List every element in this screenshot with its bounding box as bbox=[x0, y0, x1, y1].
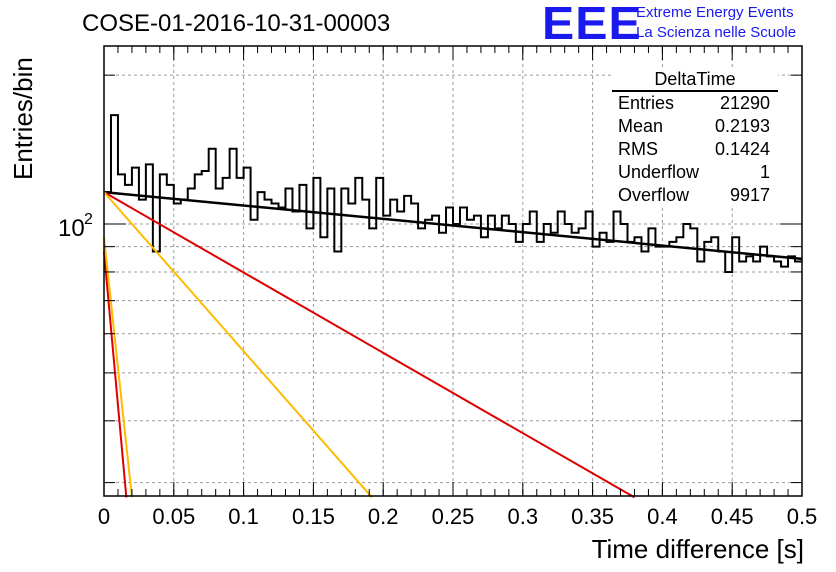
stats-row-mean: Mean 0.2193 bbox=[612, 115, 778, 138]
fit-line-fast-orange bbox=[103, 237, 133, 498]
y-axis-label: Entries/bin bbox=[8, 57, 38, 180]
x-tick-label: 0.5 bbox=[787, 504, 818, 529]
fit-line-total bbox=[103, 190, 803, 261]
chart-title: COSE-01-2016-10-31-00003 bbox=[82, 10, 391, 37]
stats-row-entries: Entries 21290 bbox=[612, 92, 778, 115]
x-tick-label: 0.45 bbox=[711, 504, 754, 529]
x-tick-label: 0.15 bbox=[292, 504, 335, 529]
x-tick-label: 0.25 bbox=[432, 504, 475, 529]
fit-line-slow-red bbox=[103, 191, 635, 499]
axis-tick-labels: 0 0.05 0.1 0.15 0.2 0.25 0.3 0.35 0.4 0.45 0.5 10 2 bbox=[58, 211, 817, 529]
logo-subtitle-2: La Scienza nelle Scuole bbox=[636, 24, 797, 41]
eee-logo: EEE bbox=[542, 0, 642, 49]
fit-line-fast-red bbox=[103, 251, 128, 498]
x-tick-label: 0.35 bbox=[571, 504, 614, 529]
logo-subtitle-1: Extreme Energy Events bbox=[636, 4, 794, 21]
stats-value: 21290 bbox=[719, 93, 770, 113]
fit-line-slow-orange bbox=[103, 191, 373, 499]
x-tick-label: 0.3 bbox=[508, 504, 539, 529]
stats-value: 9917 bbox=[729, 185, 770, 205]
stats-label: Mean bbox=[618, 116, 664, 136]
x-axis-label: Time difference [s] bbox=[591, 534, 804, 564]
stats-title: DeltaTime bbox=[612, 68, 778, 92]
x-tick-label: 0.4 bbox=[647, 504, 678, 529]
histogram-step-line bbox=[104, 114, 802, 273]
stats-row-rms: RMS 0.1424 bbox=[612, 138, 778, 161]
stats-label: Overflow bbox=[618, 185, 690, 205]
y-tick-label-exponent: 2 bbox=[84, 211, 93, 228]
x-tick-label: 0.2 bbox=[368, 504, 399, 529]
stats-row-underflow: Underflow 1 bbox=[612, 161, 778, 184]
histogram-series bbox=[104, 114, 802, 273]
x-tick-label: 0.05 bbox=[152, 504, 195, 529]
x-tick-label: 0.1 bbox=[228, 504, 259, 529]
axis-ticks bbox=[103, 46, 803, 496]
stats-box: DeltaTime Entries 21290 Mean 0.2193 RMS 0.1… bbox=[612, 68, 778, 207]
stats-row-overflow: Overflow 9917 bbox=[612, 184, 778, 207]
stats-value: 0.1424 bbox=[714, 139, 770, 159]
stats-label: Entries bbox=[618, 93, 675, 113]
stats-value: 1 bbox=[759, 162, 770, 182]
stats-label: Underflow bbox=[618, 162, 700, 182]
x-tick-label: 0 bbox=[98, 504, 110, 529]
stats-value: 0.2193 bbox=[714, 116, 770, 136]
grid-lines bbox=[104, 46, 802, 496]
fit-curves bbox=[103, 190, 803, 499]
stats-label: RMS bbox=[618, 139, 658, 159]
y-tick-label: 10 bbox=[58, 215, 85, 242]
